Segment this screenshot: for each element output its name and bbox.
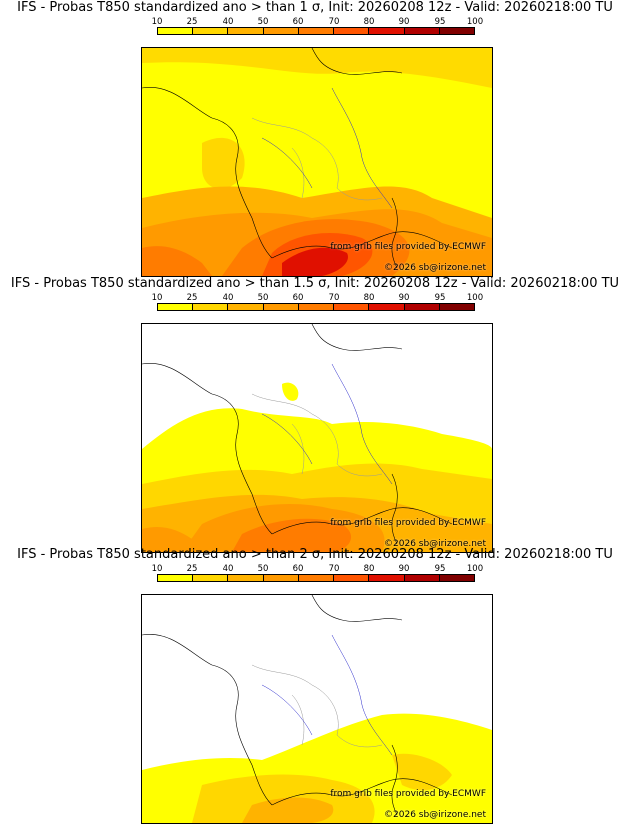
colorbar-label: 50	[257, 293, 269, 303]
colorbar-swatch	[404, 575, 440, 581]
colorbar-label: 80	[363, 564, 375, 574]
colorbar-swatch	[193, 304, 229, 310]
colorbar-label: 70	[328, 564, 340, 574]
colorbar-label: 60	[292, 564, 304, 574]
colorbar-label: 100	[466, 293, 484, 303]
borders	[251, 117, 383, 201]
coastline	[142, 48, 453, 269]
colorbar-label: 90	[398, 293, 410, 303]
colorbar-swatch	[193, 575, 229, 581]
map-graphic	[142, 48, 492, 276]
colorbar-swatch	[298, 28, 335, 34]
colorbar-swatch	[439, 575, 474, 581]
borders	[251, 393, 383, 477]
rivers	[261, 87, 393, 209]
colorbar-label: 40	[222, 293, 234, 303]
colorbar-swatch	[439, 304, 474, 310]
colorbar-label: 50	[257, 17, 269, 27]
colorbar-label: 90	[398, 17, 410, 27]
colorbar-label: 50	[257, 564, 269, 574]
panel-2: IFS - Probas T850 standardized ano > tha…	[0, 276, 630, 553]
colorbar-label: 60	[292, 17, 304, 27]
rivers	[261, 363, 393, 485]
colorbar-swatch	[369, 28, 405, 34]
colorbar-label: 80	[363, 17, 375, 27]
colorbar-label: 40	[222, 17, 234, 27]
probability-map: from grib files provided by ECMWF ©2026 …	[141, 47, 493, 277]
colorbar-labels: 10 25 40 50 60 70 80 90 95 100	[142, 293, 490, 303]
ecmwf-credit: from grib files provided by ECMWF	[330, 789, 486, 799]
colorbar-label: 25	[186, 17, 198, 27]
colorbar-swatch	[263, 28, 299, 34]
colorbar-swatch	[298, 304, 335, 310]
panel-title: IFS - Probas T850 standardized ano > tha…	[10, 276, 620, 291]
colorbar-label: 25	[186, 293, 198, 303]
colorbar-label: 10	[151, 17, 163, 27]
colorbar-label: 10	[151, 564, 163, 574]
colorbar-label: 70	[328, 293, 340, 303]
colorbar-swatch	[369, 575, 405, 581]
colorbar-swatch	[404, 304, 440, 310]
ecmwf-credit: from grib files provided by ECMWF	[330, 242, 486, 252]
colorbar-label: 95	[434, 564, 446, 574]
map-graphic	[142, 324, 492, 552]
copyright-credit: ©2026 sb@irizone.net	[384, 539, 486, 549]
panel-title: IFS - Probas T850 standardized ano > tha…	[17, 547, 613, 562]
colorbar-swatch	[228, 28, 264, 34]
colorbar-labels: 10 25 40 50 60 70 80 90 95 100	[142, 564, 490, 574]
copyright-credit: ©2026 sb@irizone.net	[384, 810, 486, 820]
colorbar-swatch	[158, 28, 194, 34]
colorbar-label: 95	[434, 293, 446, 303]
colorbar-label: 10	[151, 293, 163, 303]
colorbar-swatch	[404, 28, 440, 34]
coastline	[142, 595, 453, 816]
colorbar-label: 100	[466, 17, 484, 27]
colorbar-swatch	[334, 304, 370, 310]
ecmwf-credit: from grib files provided by ECMWF	[330, 518, 486, 528]
colorbar	[157, 27, 475, 35]
colorbar-label: 100	[466, 564, 484, 574]
colorbar-label: 40	[222, 564, 234, 574]
panel-1: IFS - Probas T850 standardized ano > tha…	[0, 0, 630, 277]
map-graphic	[142, 595, 492, 823]
colorbar-swatch	[334, 28, 370, 34]
colorbar-swatch	[334, 575, 370, 581]
copyright-credit: ©2026 sb@irizone.net	[384, 263, 486, 273]
colorbar-labels: 10 25 40 50 60 70 80 90 95 100	[142, 17, 490, 27]
panel-title: IFS - Probas T850 standardized ano > tha…	[17, 0, 613, 15]
colorbar	[157, 574, 475, 582]
colorbar-swatch	[228, 304, 264, 310]
probability-map: from grib files provided by ECMWF ©2026 …	[141, 323, 493, 553]
colorbar-swatch	[298, 575, 335, 581]
colorbar-swatch	[439, 28, 474, 34]
colorbar-label: 95	[434, 17, 446, 27]
colorbar-swatch	[158, 304, 194, 310]
colorbar-label: 25	[186, 564, 198, 574]
probability-map: from grib files provided by ECMWF ©2026 …	[141, 594, 493, 824]
colorbar-swatch	[158, 575, 194, 581]
colorbar-swatch	[369, 304, 405, 310]
colorbar-swatch	[193, 28, 229, 34]
rivers	[261, 634, 393, 756]
panel-3: IFS - Probas T850 standardized ano > tha…	[0, 547, 630, 824]
colorbar-label: 60	[292, 293, 304, 303]
coastline	[142, 324, 453, 545]
colorbar-swatch	[263, 575, 299, 581]
colorbar-label: 80	[363, 293, 375, 303]
borders	[251, 664, 383, 748]
colorbar-label: 90	[398, 564, 410, 574]
colorbar-swatch	[263, 304, 299, 310]
colorbar-swatch	[228, 575, 264, 581]
colorbar	[157, 303, 475, 311]
colorbar-label: 70	[328, 17, 340, 27]
